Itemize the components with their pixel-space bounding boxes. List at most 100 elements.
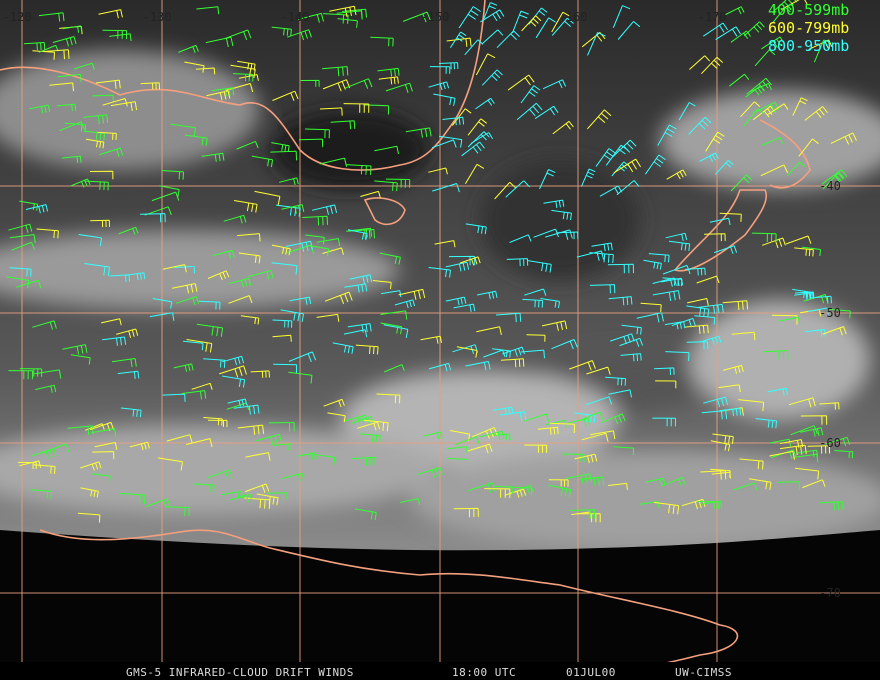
wind-barb [230,64,256,78]
wind-barb [703,22,729,37]
wind-barb [370,36,394,47]
footer-title: GMS-5 INFRARED-CLOUD DRIFT WINDS [126,666,354,679]
wind-barb [417,466,443,478]
wind-barb [804,106,828,121]
wind-barb [543,199,565,208]
wind-barb [755,418,778,429]
wind-barb [541,320,568,331]
wind-barb [551,17,574,36]
wind-barb [360,433,381,443]
wind-barb [714,159,734,175]
wind-barb [581,432,609,442]
wind-barb [482,2,498,22]
wind-barb [157,457,183,471]
wind-barb [505,488,527,498]
wind-barb [819,402,840,410]
wind-barb [196,6,220,15]
wind-barb [733,482,758,491]
wind-barb [718,384,741,393]
wind-barb [349,274,373,284]
wind-barb [212,249,235,259]
wind-barb [740,101,761,118]
wind-barb [119,492,146,505]
wind-barb [709,217,731,226]
wind-barb [351,456,376,466]
wind-barb [586,366,611,375]
wind-barb [33,464,56,474]
wind-barb [461,141,485,157]
wind-barb [761,136,784,146]
wind-barb [698,303,724,314]
wind-barb [101,318,122,326]
wind-barb [453,507,479,518]
wind-barb [223,214,247,224]
wind-barb [655,380,677,389]
longitude-label: -150 [421,10,450,24]
wind-barb [203,417,223,426]
wind-barb [772,0,798,13]
wind-barb [662,277,683,287]
wind-barb [834,450,854,459]
wind-barb [78,234,102,246]
wind-barb [381,290,402,298]
wind-barb [731,331,756,341]
wind-barb [207,469,233,480]
wind-barb [722,300,749,311]
wind-barb [730,30,752,43]
wind-barb [574,453,598,464]
wind-barb [617,21,641,40]
wind-barb [32,320,57,330]
wind-barb [9,267,32,277]
wind-barb [813,39,832,63]
wind-barb [67,425,94,435]
wind-barb [80,461,102,471]
wind-barb [91,428,117,437]
legend-entry: 600-799mb [768,19,849,37]
wind-barb [360,190,381,198]
wind-barb [42,443,70,454]
wind-barb [271,244,291,256]
wind-barb [273,363,298,374]
wind-barb [668,240,691,252]
wind-barb [808,307,829,315]
wind-barbs [6,0,857,523]
wind-barb [380,322,403,335]
wind-barb [825,436,851,447]
wind-barb [453,303,476,312]
wind-barb [445,296,467,306]
wind-barb [662,264,691,275]
wind-barb [196,323,224,337]
graticule [0,0,880,662]
wind-barb [552,120,574,135]
wind-barb [745,85,765,98]
labels: -120 -130 -140 -150 -160 -170 -40 -50 -60 -70 400-… [3,1,850,600]
wind-barb [551,11,570,33]
wind-barb [471,427,498,439]
wind-barb [237,424,265,435]
wind-barb [74,62,95,70]
wind-barb [183,340,204,351]
wind-barb [8,223,33,233]
wind-barb [534,105,559,120]
wind-barb [383,324,409,338]
wind-barb [483,349,506,358]
wind-barb [363,419,389,432]
wind-barb [175,296,200,306]
wind-barb [481,29,504,45]
wind-barb [70,354,91,365]
wind-barb [255,433,283,446]
wind-barb [162,393,186,402]
wind-barb [140,82,160,90]
wind-barb [80,487,99,498]
wind-barb [739,458,764,470]
wind-barb [111,358,137,368]
wind-barb [686,341,709,350]
wind-barb [467,118,488,136]
wind-barb [118,226,139,235]
wind-barb [551,339,578,350]
wind-barb [432,183,460,193]
wind-barb [438,62,459,70]
wind-barb [608,482,628,490]
wind-barb [211,87,235,97]
wind-barb [140,213,166,223]
